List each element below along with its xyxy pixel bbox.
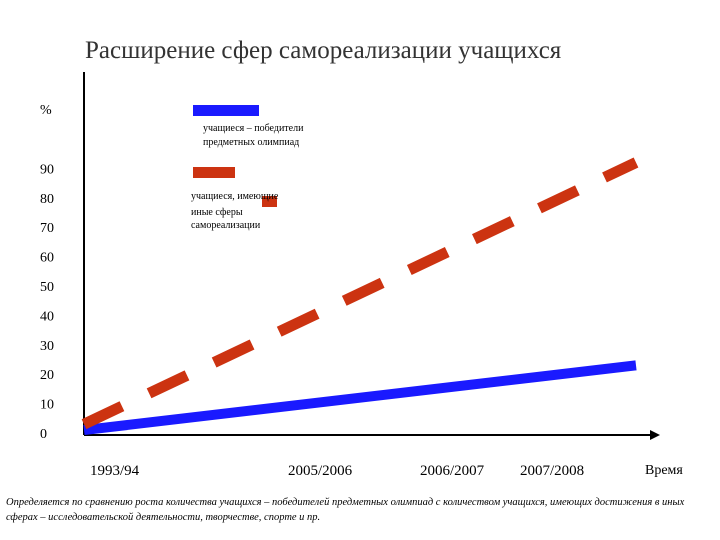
x-tick-label: 1993/94: [90, 463, 140, 479]
legend: учащиеся – победители предметных олимпиад…: [191, 105, 304, 231]
legend-label-2: учащиеся, имеющие: [191, 191, 279, 202]
legend-swatch-2a: [193, 167, 235, 178]
legend-label-1: предметных олимпиад: [203, 137, 299, 148]
x-tick-label: 2005/2006: [288, 463, 353, 479]
y-tick-label: 30: [40, 339, 54, 354]
y-tick-label: 90: [40, 162, 54, 177]
y-axis-label: %: [40, 103, 52, 118]
x-axis-label: Время: [645, 463, 683, 478]
footnote: Определяется по сравнению роста количест…: [6, 497, 685, 523]
y-ticks: 0 10 20 30 40 50 60 70 80 90: [40, 162, 54, 442]
y-tick-label: 70: [40, 221, 54, 236]
y-tick-label: 80: [40, 192, 54, 207]
y-tick-label: 0: [40, 427, 47, 442]
y-tick-label: 50: [40, 280, 54, 295]
legend-label-2: самореализации: [191, 220, 261, 231]
x-tick-label: 2006/2007: [420, 463, 485, 479]
x-axis-arrow: [650, 430, 660, 440]
series-line-1: [83, 360, 637, 436]
series-layer: [81, 157, 639, 436]
y-tick-label: 20: [40, 368, 54, 383]
y-tick-label: 40: [40, 309, 54, 324]
x-ticks: 1993/94 2005/2006 2006/2007 2007/2008: [90, 463, 584, 479]
x-tick-label: 2007/2008: [520, 463, 584, 479]
legend-swatch-1: [193, 105, 259, 116]
legend-swatch-2b: [262, 196, 277, 207]
y-tick-label: 60: [40, 251, 54, 266]
y-tick-label: 10: [40, 398, 54, 413]
series-line-2: [81, 157, 639, 430]
chart-title: Расширение сфер самореализации учащихся: [85, 37, 562, 64]
legend-label-2: иные сферы: [191, 207, 243, 218]
legend-label-1: учащиеся – победители: [203, 123, 304, 134]
